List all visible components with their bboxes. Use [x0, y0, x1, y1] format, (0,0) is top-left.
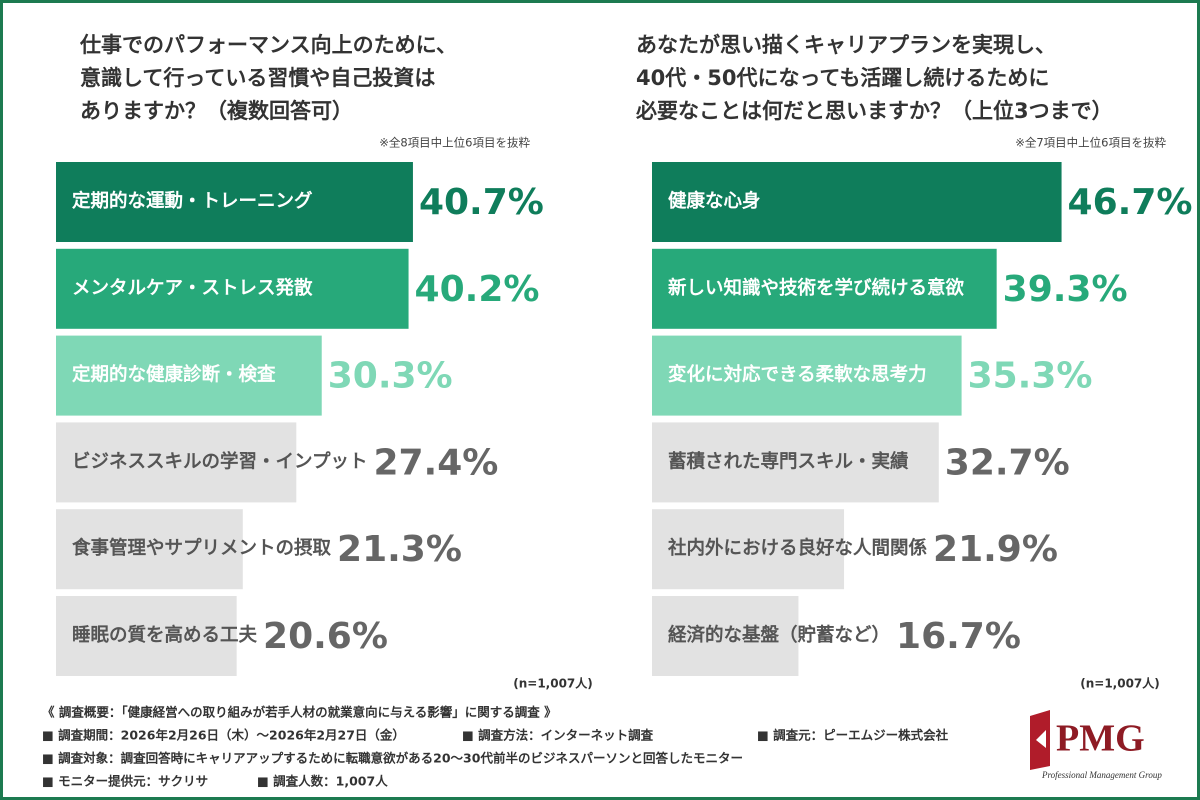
bar: [56, 162, 413, 242]
category-label: 健康な心身: [668, 190, 761, 212]
logo: PMG Professional Management Group: [1030, 710, 1162, 780]
footer-item: ■ 調査期間：2026年2月26日（木）～2026年2月27日（金）: [42, 728, 405, 743]
chart-title: 必要なことは何だと思いますか？（上位3つまで）: [636, 99, 1113, 123]
bar: [56, 422, 297, 503]
category-label: 食事管理やサプリメントの摂取: [71, 537, 332, 559]
category-label: ビジネススキルの学習・インプット: [72, 450, 367, 472]
footer-item: ■ 調査方法：インターネット調査: [462, 728, 654, 743]
value-label: 21.9%: [933, 529, 1058, 570]
logo-name: PMG: [1056, 718, 1145, 760]
category-label: 社内外における良好な人間関係: [667, 537, 928, 559]
category-label: 定期的な運動・トレーニング: [72, 190, 313, 212]
category-label: 定期的な健康診断・検査: [72, 364, 276, 386]
bar: [56, 509, 243, 590]
category-label: 蓄積された専門スキル・実績: [668, 450, 909, 472]
value-label: 32.7%: [945, 442, 1070, 483]
bar: [56, 335, 322, 416]
category-label: メンタルケア・ストレス発散: [72, 277, 313, 299]
footer-heading: 《 調査概要：「健康経営への取り組みが若手人材の就業意向に与える影響」に関する調…: [42, 705, 557, 720]
footer-item: ■ 調査人数：1,007人: [257, 774, 388, 789]
footer-item: ■ モニター提供元：サクリサ: [42, 774, 208, 789]
category-label: 経済的な基盤（貯蓄など）: [668, 624, 890, 646]
value-label: 40.2%: [415, 269, 540, 310]
chart-title: 仕事でのパフォーマンス向上のために、: [79, 33, 457, 57]
chart-title: あなたが思い描くキャリアプランを実現し、: [636, 33, 1056, 57]
chart-title: ありますか？（複数回答可）: [80, 99, 353, 123]
footer-item: ■ 調査対象：調査回答時にキャリアアップするために転職意欲がある20～30代前半…: [42, 751, 743, 766]
category-label: 新しい知識や技術を学び続ける意欲: [668, 277, 965, 299]
note: ※全7項目中上位6項目を抜粋: [1015, 136, 1166, 150]
bar: [652, 509, 845, 590]
value-label: 16.7%: [896, 616, 1021, 657]
bar: [652, 422, 939, 503]
chart-title: 40代・50代になっても活躍し続けるために: [636, 66, 1049, 90]
value-label: 21.3%: [337, 529, 462, 570]
logo-mark: [1036, 730, 1046, 748]
value-label: 39.3%: [1003, 269, 1128, 310]
note: ※全8項目中上位6項目を抜粋: [379, 136, 530, 150]
bar: [652, 248, 997, 329]
value-label: 40.7%: [419, 182, 544, 223]
sample-size: (n=1,007人): [1080, 676, 1160, 691]
logo-subtitle: Professional Management Group: [1041, 770, 1162, 780]
category-label: 睡眠の質を高める工夫: [72, 624, 258, 646]
sample-size: (n=1,007人): [513, 676, 593, 691]
bar: [652, 162, 1062, 242]
bar: [56, 248, 409, 329]
category-label: 変化に対応できる柔軟な思考力: [668, 364, 927, 386]
value-label: 20.6%: [263, 616, 388, 657]
bar: [56, 596, 237, 676]
chart-title: 意識して行っている習慣や自己投資は: [80, 66, 435, 90]
value-label: 30.3%: [328, 356, 453, 397]
value-label: 46.7%: [1068, 182, 1193, 223]
bar: [652, 596, 799, 676]
value-label: 35.3%: [968, 356, 1093, 397]
footer-item: ■ 調査元：ピーエムジー株式会社: [757, 728, 949, 743]
value-label: 27.4%: [373, 442, 498, 483]
bar: [652, 335, 962, 416]
